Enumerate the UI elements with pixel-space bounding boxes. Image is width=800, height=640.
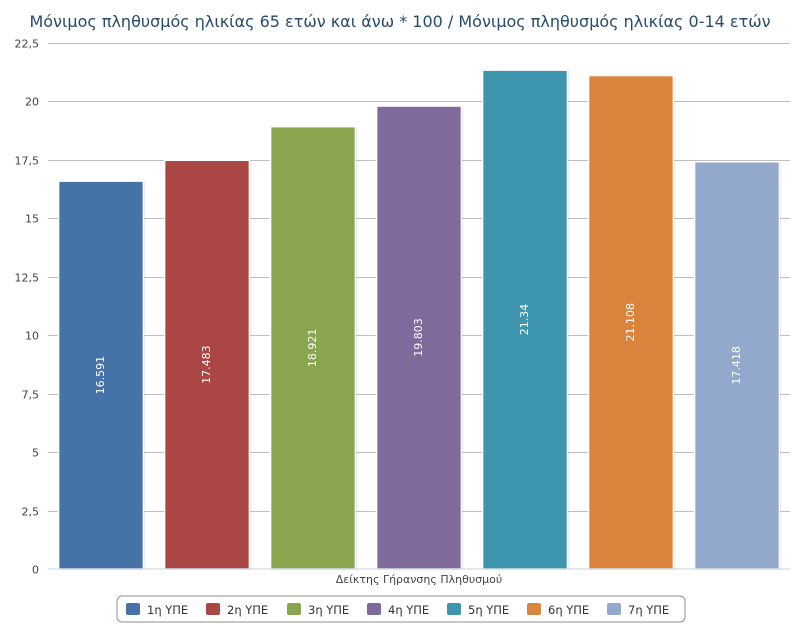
- bar-data-label: 19.803: [412, 318, 425, 357]
- y-tick-label: 17,5: [15, 155, 40, 168]
- y-tick-label: 12,5: [15, 272, 40, 285]
- bar-data-label: 17.418: [730, 346, 743, 385]
- y-tick-label: 0: [32, 564, 39, 577]
- legend-item[interactable]: 5η ΥΠΕ: [447, 603, 509, 617]
- legend-swatch: [607, 603, 621, 615]
- legend-label: 4η ΥΠΕ: [388, 603, 429, 617]
- legend-box: [116, 595, 686, 623]
- legend-label: 3η ΥΠΕ: [308, 603, 349, 617]
- bars: 16.591 17.483 18.921 19.803 21.34 21.108 17.41…: [57, 69, 782, 571]
- legend-item[interactable]: 7η ΥΠΕ: [607, 603, 669, 617]
- legend-swatch: [287, 603, 301, 615]
- legend-label: 1η ΥΠΕ: [147, 603, 188, 617]
- bar-data-label: 21.108: [624, 303, 637, 342]
- y-tick-label: 20: [25, 96, 39, 109]
- legend-swatch: [367, 603, 381, 615]
- bar[interactable]: [57, 180, 145, 570]
- legend-swatch: [126, 603, 140, 615]
- legend-swatch: [447, 603, 461, 615]
- bar[interactable]: [375, 105, 463, 570]
- bar-data-label: 17.483: [200, 345, 213, 384]
- y-tick-label: 7,5: [22, 389, 40, 402]
- legend-item[interactable]: 1η ΥΠΕ: [126, 603, 188, 617]
- legend-swatch: [206, 603, 220, 615]
- y-axis: 0 2,5 5 7,5 10 12,5 15 17,5 20 22,5: [15, 38, 40, 577]
- legend-label: 5η ΥΠΕ: [468, 603, 509, 617]
- y-tick-label: 15: [25, 213, 39, 226]
- bar-data-label: 21.34: [518, 304, 531, 336]
- legend-item[interactable]: 4η ΥΠΕ: [367, 603, 429, 617]
- legend-swatch: [527, 603, 541, 615]
- y-tick-label: 22,5: [15, 38, 40, 51]
- legend-label: 7η ΥΠΕ: [628, 603, 669, 617]
- bar[interactable]: [587, 74, 675, 570]
- chart-title: Μόνιμος πληθυσμός ηλικίας 65 ετών και άν…: [29, 12, 770, 31]
- bar[interactable]: [269, 125, 357, 570]
- bar[interactable]: [163, 159, 251, 570]
- y-tick-label: 2,5: [22, 506, 40, 519]
- y-tick-label: 5: [32, 447, 39, 460]
- legend-label: 6η ΥΠΕ: [548, 603, 589, 617]
- legend: 1η ΥΠΕ 2η ΥΠΕ 3η ΥΠΕ 4η ΥΠΕ 5η ΥΠΕ 6η ΥΠΕ 7η Υ…: [116, 595, 686, 623]
- bar-data-label: 16.591: [94, 356, 107, 395]
- bar[interactable]: [481, 69, 569, 570]
- bar-data-label: 18.921: [306, 329, 319, 368]
- legend-item[interactable]: 6η ΥΠΕ: [527, 603, 589, 617]
- x-axis-label: Δείκτης Γήρανσης Πληθυσμού: [336, 573, 503, 586]
- legend-label: 2η ΥΠΕ: [227, 603, 268, 617]
- legend-item[interactable]: 2η ΥΠΕ: [206, 603, 268, 617]
- y-tick-label: 10: [25, 330, 39, 343]
- legend-item[interactable]: 3η ΥΠΕ: [287, 603, 349, 617]
